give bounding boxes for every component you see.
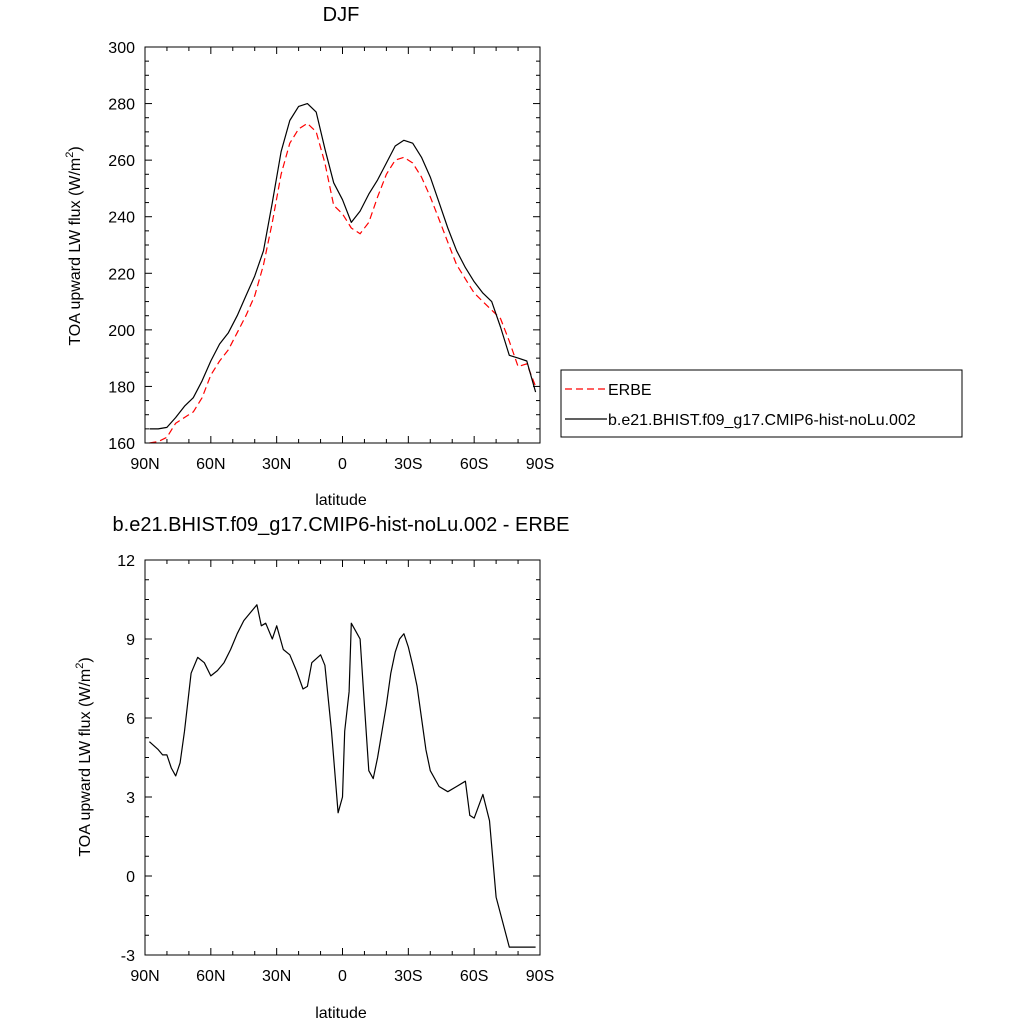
series-group <box>148 604 536 948</box>
x-tick-label: 90S <box>526 456 554 473</box>
y-tick-label: 200 <box>108 323 135 340</box>
legend: ERBE b.e21.BHIST.f09_g17.CMIP6-hist-noLu… <box>560 369 963 438</box>
legend-label-erbe: ERBE <box>608 382 652 399</box>
x-tick-label: 60S <box>460 456 488 473</box>
x-axis-label: latitude <box>315 492 367 509</box>
x-tick-label: 0 <box>338 456 347 473</box>
y-tick-label: 160 <box>108 436 135 453</box>
chart-panel-2: b.e21.BHIST.f09_g17.CMIP6-hist-noLu.002 … <box>74 514 569 1022</box>
y-tick-label: -3 <box>121 948 135 965</box>
series-group <box>149 102 537 444</box>
y-tick-label: 220 <box>108 266 135 283</box>
chart-title: b.e21.BHIST.f09_g17.CMIP6-hist-noLu.002 … <box>113 514 570 536</box>
y-tick-label: 280 <box>108 97 135 114</box>
x-tick-label: 30S <box>394 968 422 985</box>
x-tick-label: 30N <box>262 456 291 473</box>
series-line-1 <box>148 604 536 948</box>
y-tick-label: 3 <box>126 790 135 807</box>
tick-group: 90N 60N 30N 0 30S 60S 90S -3 0 3 6 9 12 <box>117 553 554 985</box>
x-tick-label: 90N <box>130 456 159 473</box>
y-tick-label: 0 <box>126 869 135 886</box>
y-tick-label: 12 <box>117 553 135 570</box>
series-line-1 <box>149 122 537 444</box>
y-tick-label: 260 <box>108 153 135 170</box>
legend-label-model: b.e21.BHIST.f09_g17.CMIP6-hist-noLu.002 <box>608 412 916 429</box>
y-axis-label: TOA upward LW flux (W/m2) <box>64 146 84 345</box>
x-tick-label: 90N <box>130 968 159 985</box>
x-tick-label: 30N <box>262 968 291 985</box>
x-tick-label: 90S <box>526 968 554 985</box>
chart-title: DJF <box>323 4 360 26</box>
y-tick-label: 180 <box>108 379 135 396</box>
y-tick-label: 6 <box>126 711 135 728</box>
y-tick-label: 240 <box>108 210 135 227</box>
legend-box <box>560 369 963 438</box>
y-tick-label: 9 <box>126 632 135 649</box>
y-tick-label: 300 <box>108 40 135 57</box>
series-line-2 <box>149 102 537 430</box>
plot-frame <box>144 559 541 956</box>
x-tick-label: 0 <box>338 968 347 985</box>
x-tick-label: 60S <box>460 968 488 985</box>
x-tick-label: 30S <box>394 456 422 473</box>
tick-group: 90N 60N 30N 0 30S 60S 90S 160 180 200 220 240 260 280… <box>108 40 554 473</box>
x-tick-label: 60N <box>196 456 225 473</box>
plot-frame <box>144 46 541 444</box>
x-axis-label: latitude <box>315 1005 367 1022</box>
x-tick-label: 60N <box>196 968 225 985</box>
chart-panel-1: DJF 90N 60N 30N 0 30S 60S 90S 160 180 200 220 240 26… <box>64 4 554 509</box>
y-axis-label: TOA upward LW flux (W/m2) <box>74 657 94 856</box>
